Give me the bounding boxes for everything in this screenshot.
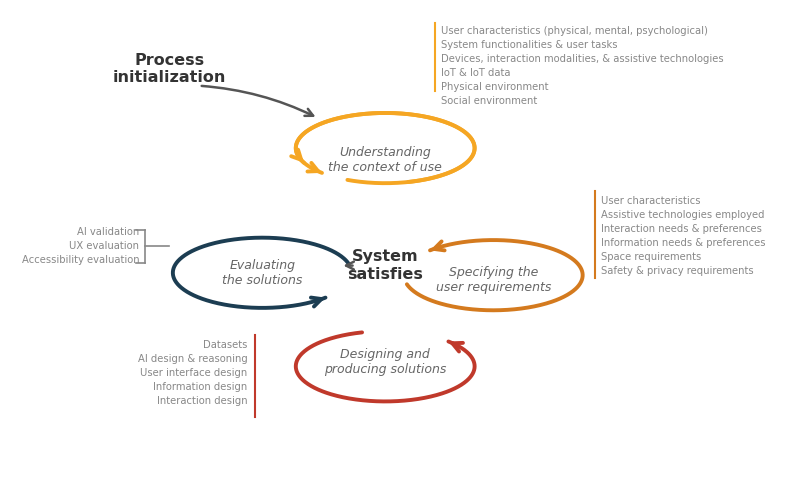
Text: System
satisfies: System satisfies <box>347 249 423 282</box>
Text: User characteristics (physical, mental, psychological)
System functionalities & : User characteristics (physical, mental, … <box>441 26 724 106</box>
Text: Specifying the
user requirements: Specifying the user requirements <box>435 266 551 294</box>
Text: Understanding
the context of use: Understanding the context of use <box>328 146 442 174</box>
Text: Designing and
producing solutions: Designing and producing solutions <box>324 347 446 376</box>
Text: User characteristics
Assistive technologies employed
Interaction needs & prefere: User characteristics Assistive technolog… <box>602 196 766 276</box>
Text: Datasets
AI design & reasoning
User interface design
Information design
Interact: Datasets AI design & reasoning User inte… <box>138 340 247 406</box>
Text: AI validation
UX evaluation
Accessibility evaluation: AI validation UX evaluation Accessibilit… <box>22 227 139 265</box>
Text: Evaluating
the solutions: Evaluating the solutions <box>222 259 302 287</box>
Text: Process
initialization: Process initialization <box>113 53 226 85</box>
